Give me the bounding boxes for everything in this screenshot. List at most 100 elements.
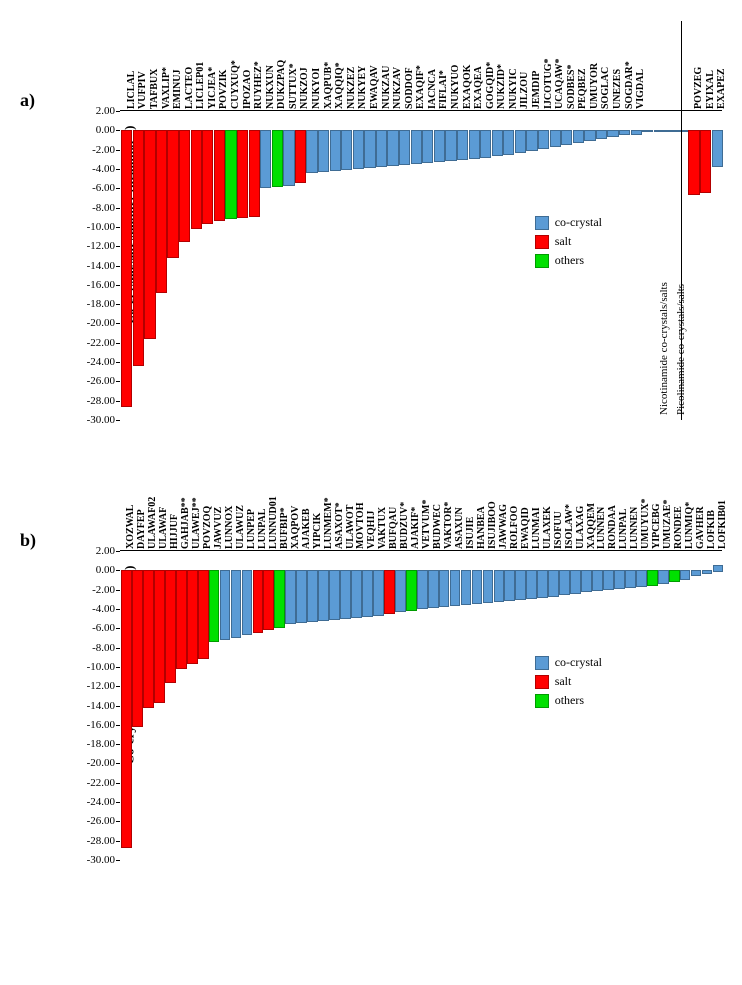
bar-slot: EWAQAV — [363, 111, 375, 420]
bar-slot: EXAPEZ — [710, 111, 722, 420]
legend-label: co-crystal — [555, 655, 602, 670]
bar-slot: UMUZAE* — [657, 551, 668, 860]
bar-slot: GOGQID* — [479, 111, 491, 420]
y-tick: -14.00 — [75, 260, 115, 272]
y-tick: -20.00 — [75, 317, 115, 329]
chart-b: b) Co-crystal/salt stability (kcal.mol⁻¹… — [20, 460, 722, 870]
y-tick: -14.00 — [75, 700, 115, 712]
bar-slot: BUFBIP* — [273, 551, 284, 860]
bar-slot: POVZIK — [213, 111, 225, 420]
bar-slot: BUFQAU — [383, 551, 394, 860]
y-tick: -24.00 — [75, 796, 115, 808]
bar-slot: IPOZAO — [236, 111, 248, 420]
y-tick: -28.00 — [75, 395, 115, 407]
legend-item: salt — [535, 674, 602, 689]
y-tick: -22.00 — [75, 337, 115, 349]
y-tick: -12.00 — [75, 680, 115, 692]
bar-slot: HANBEA — [471, 551, 482, 860]
bar-slot: EXAQOK — [456, 111, 468, 420]
bar-slot: SOGDAR* — [618, 111, 630, 420]
panel-label-b: b) — [20, 530, 36, 551]
section-label: Nicotinamide co-crystals/salts — [658, 282, 670, 415]
legend-swatch — [535, 656, 549, 670]
y-tick: -4.00 — [75, 603, 115, 615]
legend-swatch — [535, 694, 549, 708]
legend-swatch — [535, 675, 549, 689]
bar-slot: NUKZAV — [386, 111, 398, 420]
bar-slot: RONDAA — [602, 551, 613, 860]
bar-slot: JAWWAG — [492, 551, 503, 860]
y-tick: -18.00 — [75, 298, 115, 310]
bar-slot: YICJEA* — [201, 111, 213, 420]
bar-slot: EYIXAL — [699, 111, 711, 420]
section-label: Picolinamide co-crystals/salts — [675, 284, 687, 415]
bar-slot: ULAWOT — [339, 551, 350, 860]
bar-slot: VEQHIJ — [361, 551, 372, 860]
bar-slot: LICLEP01 — [189, 111, 201, 420]
legend-swatch — [535, 254, 549, 268]
legend-item: salt — [535, 234, 602, 249]
bar-slot: EWAQID — [514, 551, 525, 860]
y-tick: 2.00 — [75, 105, 115, 117]
bar-slot: SUTTUX* — [282, 111, 294, 420]
bar-slot: EXAQEA — [467, 111, 479, 420]
legend-item: others — [535, 693, 602, 708]
bar-slot: LUNNUD01 — [262, 551, 273, 860]
bar-slot: EXAQIF* — [409, 111, 421, 420]
bar-slot: ULAWAF02 — [142, 551, 153, 860]
bar — [712, 130, 723, 167]
bar-slot: LACTEO — [178, 111, 190, 420]
y-tick: -28.00 — [75, 835, 115, 847]
y-tick: -26.00 — [75, 375, 115, 387]
y-tick: -8.00 — [75, 642, 115, 654]
bar-slot: NUKZOJ — [294, 111, 306, 420]
y-tick: -4.00 — [75, 163, 115, 175]
bar-slot: NUKZEZ — [340, 111, 352, 420]
legend-item: co-crystal — [535, 655, 602, 670]
bar-slot: VAXLIP* — [155, 111, 167, 420]
bar-slot: YIPCEBG — [646, 551, 657, 860]
bar-slot: NUKYIC — [502, 111, 514, 420]
bar-slot: GAHJAB** — [175, 551, 186, 860]
bar-slot: ROLFOO — [503, 551, 514, 860]
bar-slot: JAWVUZ — [208, 551, 219, 860]
bar-slot: VETVUM* — [416, 551, 427, 860]
legend-item: others — [535, 253, 602, 268]
bar-slot: NUKZID* — [491, 111, 503, 420]
legend-swatch — [535, 235, 549, 249]
bar-slot: XOZWAL — [120, 551, 131, 860]
bar-slot: RONDEE — [668, 551, 679, 860]
chart-area-a: Co-crystal/salt stability (kcal.mol⁻¹) L… — [80, 20, 722, 430]
bar-slot — [641, 111, 653, 420]
plot-a: LICLALVUFPIVTAFBUXVAXLIP*EMINUJLACTEOLIC… — [120, 110, 722, 420]
bar-slot: RUYHEZ* — [247, 111, 259, 420]
bar-slot: LUNNEN — [624, 551, 635, 860]
y-tick: -10.00 — [75, 221, 115, 233]
bar-slot: NUKYUO — [444, 111, 456, 420]
y-tick: -16.00 — [75, 719, 115, 731]
legend-label: salt — [555, 674, 572, 689]
bar-slot: LUNPAL — [613, 551, 624, 860]
y-tick: -30.00 — [75, 854, 115, 866]
bar-slot: SODDOF — [398, 111, 410, 420]
bar-slot: AJAKEB — [295, 551, 306, 860]
bar-slot: XAQQIQ* — [328, 111, 340, 420]
bar-slot: VIGDAL — [629, 111, 641, 420]
y-tick: -2.00 — [75, 584, 115, 596]
legend-swatch — [535, 216, 549, 230]
bar-slot: EMINUJ — [166, 111, 178, 420]
bar-slot: XAQPOV — [284, 551, 295, 860]
bar-slot: ISUJIBOO — [481, 551, 492, 860]
y-tick: 0.00 — [75, 564, 115, 576]
bar-slot: NUKXUN — [259, 111, 271, 420]
bar-slot: UNEZES — [606, 111, 618, 420]
y-tick: -6.00 — [75, 182, 115, 194]
bar-slot: LOFKIB — [701, 551, 712, 860]
y-tick: -20.00 — [75, 757, 115, 769]
bar-slot: POVZOQ — [197, 551, 208, 860]
bar-slot: VUFPIV — [132, 111, 144, 420]
y-tick: -2.00 — [75, 144, 115, 156]
y-tick: -12.00 — [75, 240, 115, 252]
bar-slot: BUDZUV* — [394, 551, 405, 860]
y-tick: -10.00 — [75, 661, 115, 673]
